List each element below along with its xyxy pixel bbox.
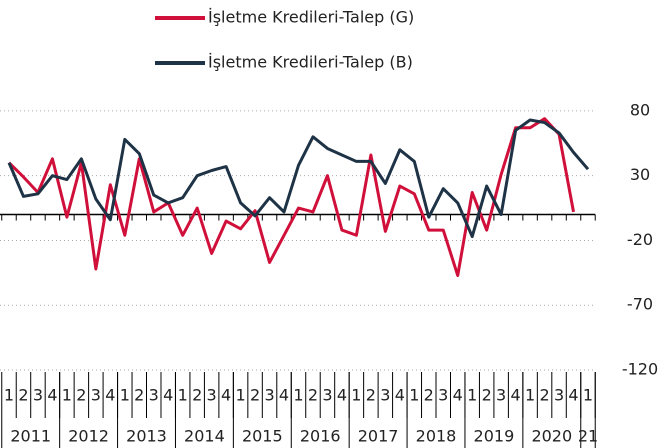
x-tick-label: 4 bbox=[47, 386, 57, 405]
year-label: 2015 bbox=[242, 427, 283, 446]
x-tick-label: 4 bbox=[395, 386, 405, 405]
x-tick-label: 4 bbox=[453, 386, 463, 405]
legend-label: İşletme Kredileri-Talep (G) bbox=[208, 8, 414, 27]
x-tick-label: 2 bbox=[76, 386, 86, 405]
x-tick-label: 2 bbox=[18, 386, 28, 405]
x-tick-label: 4 bbox=[568, 386, 578, 405]
year-label: 2020 bbox=[531, 427, 572, 446]
x-tick-label: 3 bbox=[91, 386, 101, 405]
x-tick-label: 1 bbox=[62, 386, 72, 405]
x-tick-label: 4 bbox=[511, 386, 521, 405]
x-tick-label: 3 bbox=[380, 386, 390, 405]
year-label: 2019 bbox=[474, 427, 515, 446]
x-tick-label: 3 bbox=[33, 386, 43, 405]
series-line bbox=[7, 118, 590, 239]
year-label: 2014 bbox=[184, 427, 225, 446]
year-label: 2011 bbox=[10, 427, 51, 446]
year-label: 2013 bbox=[126, 427, 167, 446]
x-tick-label: 1 bbox=[120, 386, 130, 405]
x-tick-label: 1 bbox=[409, 386, 419, 405]
y-tick-label: 30 bbox=[630, 165, 650, 184]
y-tick-label: -70 bbox=[627, 295, 653, 314]
x-tick-label: 4 bbox=[163, 386, 173, 405]
x-tick-label: 1 bbox=[467, 386, 477, 405]
y-tick-label: -120 bbox=[622, 360, 658, 379]
x-tick-label: 3 bbox=[322, 386, 332, 405]
x-tick-label: 2 bbox=[424, 386, 434, 405]
year-label: 2016 bbox=[300, 427, 341, 446]
y-tick-label: 80 bbox=[630, 100, 650, 119]
x-tick-label: 2 bbox=[482, 386, 492, 405]
y-tick-label: -20 bbox=[627, 230, 653, 249]
x-tick-label: 2 bbox=[192, 386, 202, 405]
x-tick-label: 1 bbox=[525, 386, 535, 405]
x-tick-label: 1 bbox=[236, 386, 246, 405]
year-label: 2018 bbox=[416, 427, 457, 446]
x-tick-label: 4 bbox=[105, 386, 115, 405]
x-tick-label: 3 bbox=[149, 386, 159, 405]
x-tick-label: 1 bbox=[351, 386, 361, 405]
x-tick-label: 2 bbox=[366, 386, 376, 405]
legend-label: İşletme Kredileri-Talep (B) bbox=[208, 53, 413, 72]
x-tick-label: 2 bbox=[250, 386, 260, 405]
x-tick-label: 1 bbox=[178, 386, 188, 405]
x-tick-label: 3 bbox=[554, 386, 564, 405]
x-tick-label: 4 bbox=[221, 386, 231, 405]
year-label: 2012 bbox=[68, 427, 109, 446]
year-label: 2017 bbox=[358, 427, 399, 446]
x-tick-label: 1 bbox=[4, 386, 14, 405]
x-tick-label: 2 bbox=[134, 386, 144, 405]
x-tick-label: 3 bbox=[438, 386, 448, 405]
x-tick-label: 2 bbox=[308, 386, 318, 405]
x-tick-label: 3 bbox=[207, 386, 217, 405]
x-tick-label: 4 bbox=[337, 386, 347, 405]
x-tick-label: 4 bbox=[279, 386, 289, 405]
x-tick-label: 3 bbox=[496, 386, 506, 405]
x-tick-label: 2 bbox=[539, 386, 549, 405]
year-label: 21 bbox=[578, 427, 598, 446]
x-tick-label: 1 bbox=[293, 386, 303, 405]
x-tick-label: 1 bbox=[583, 386, 593, 405]
x-tick-label: 3 bbox=[264, 386, 274, 405]
